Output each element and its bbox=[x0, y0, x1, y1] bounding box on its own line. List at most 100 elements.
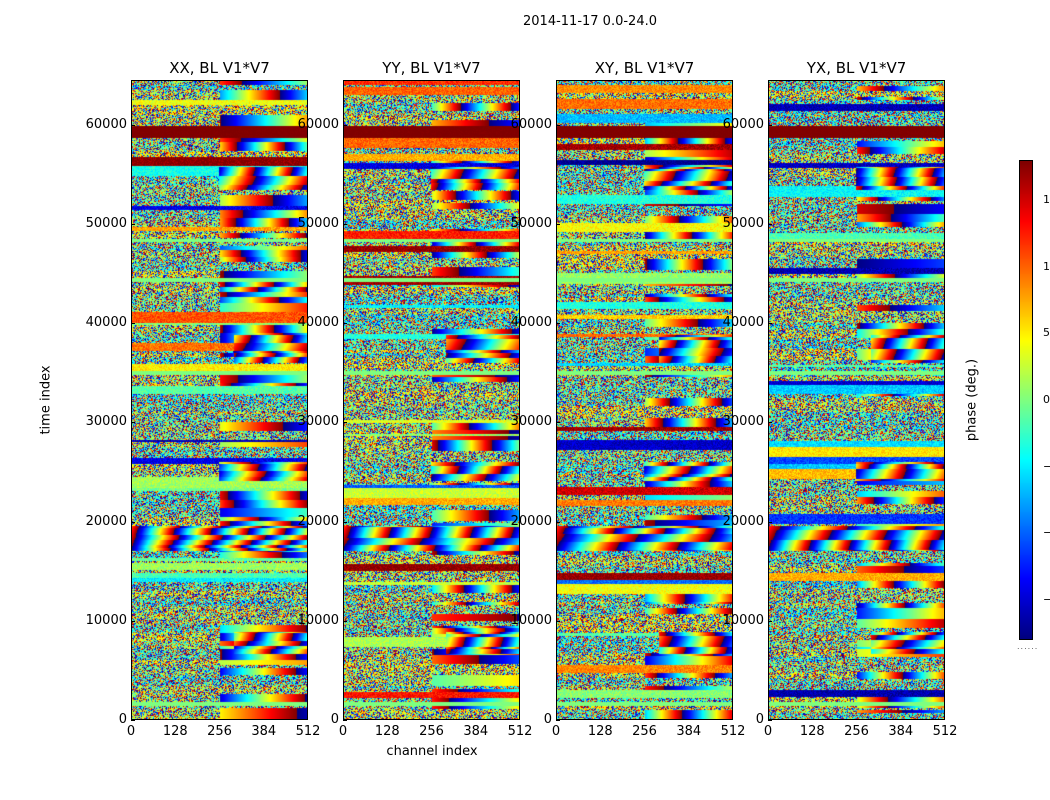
x-tick-label: 384 bbox=[251, 724, 277, 739]
colorbar-tick-label: 150 bbox=[1043, 193, 1050, 206]
colorbar-label: phase (deg.) bbox=[964, 358, 980, 442]
y-tick-mark bbox=[131, 620, 135, 622]
y-tick-label: 10000 bbox=[85, 612, 127, 628]
x-tick-label: 256 bbox=[844, 724, 869, 739]
y-tick-label: 0 bbox=[118, 712, 127, 727]
heatmap-canvas-xy bbox=[557, 81, 732, 719]
y-tick-label: 40000 bbox=[85, 315, 127, 331]
y-tick-mark bbox=[343, 422, 347, 424]
y-tick-mark bbox=[768, 124, 772, 126]
y-tick-label: 30000 bbox=[510, 414, 552, 430]
colorbar-tick-label: 50 bbox=[1043, 326, 1050, 340]
y-tick-label: 60000 bbox=[85, 116, 127, 132]
y-tick-mark bbox=[556, 620, 560, 622]
y-tick-label: 20000 bbox=[722, 513, 764, 529]
y-tick-mark bbox=[768, 620, 772, 622]
colorbar-tick-label: −150 bbox=[1043, 593, 1050, 606]
y-tick-mark bbox=[556, 720, 560, 721]
y-tick-label: 0 bbox=[755, 712, 764, 727]
figure-title: 2014-11-17 0.0-24.0 bbox=[523, 14, 657, 29]
y-tick-label: 50000 bbox=[297, 215, 339, 231]
x-tick-label: 384 bbox=[888, 724, 914, 739]
x-tick-label: 128 bbox=[162, 724, 188, 739]
colorbar-tick-label: −100 bbox=[1043, 526, 1050, 540]
x-tick-label: 512 bbox=[932, 724, 958, 739]
y-tick-label: 30000 bbox=[722, 414, 764, 430]
x-tick-label: 512 bbox=[720, 724, 746, 739]
y-tick-mark bbox=[343, 620, 347, 622]
y-tick-label: 10000 bbox=[510, 612, 552, 628]
y-axis-label: time index bbox=[38, 365, 54, 435]
colorbar bbox=[1019, 160, 1033, 640]
y-tick-mark bbox=[768, 521, 772, 523]
x-axis-label: channel index bbox=[386, 744, 478, 759]
y-tick-label: 20000 bbox=[297, 513, 339, 529]
x-tick-label: 0 bbox=[338, 724, 348, 739]
x-tick-label: 256 bbox=[419, 724, 444, 739]
y-tick-mark bbox=[131, 521, 135, 523]
y-tick-mark bbox=[768, 323, 772, 325]
heatmap-panel-xy bbox=[556, 80, 733, 720]
panel-title-xx: XX, BL V1*V7 bbox=[169, 59, 270, 77]
colorbar-canvas bbox=[1020, 161, 1032, 639]
y-tick-mark bbox=[556, 521, 560, 523]
y-tick-mark bbox=[131, 223, 135, 225]
x-tick-label: 256 bbox=[632, 724, 657, 739]
x-tick-label: 256 bbox=[207, 724, 232, 739]
x-tick-label: 512 bbox=[295, 724, 321, 739]
colorbar-tick-label: 0 bbox=[1043, 393, 1050, 406]
heatmap-panel-xx bbox=[131, 80, 308, 720]
x-tick-label: 0 bbox=[551, 724, 561, 739]
x-tick-label: 384 bbox=[676, 724, 702, 739]
x-tick-label: 128 bbox=[587, 724, 613, 739]
y-tick-mark bbox=[556, 124, 560, 126]
y-tick-mark bbox=[768, 223, 772, 225]
y-tick-label: 0 bbox=[330, 712, 339, 727]
y-tick-mark bbox=[343, 223, 347, 225]
heatmap-canvas-yy bbox=[344, 81, 519, 719]
y-tick-mark bbox=[343, 124, 347, 126]
x-tick-label: 512 bbox=[507, 724, 533, 739]
y-tick-mark bbox=[131, 422, 135, 424]
y-tick-mark bbox=[131, 124, 135, 126]
panel-title-xy: XY, BL V1*V7 bbox=[594, 59, 695, 77]
heatmap-panel-yy bbox=[343, 80, 520, 720]
y-tick-mark bbox=[768, 720, 772, 721]
heatmap-panel-yx bbox=[768, 80, 945, 720]
panel-title-yy: YY, BL V1*V7 bbox=[382, 59, 481, 77]
y-tick-label: 30000 bbox=[85, 414, 127, 430]
colorbar-tick-label: 100 bbox=[1043, 259, 1050, 273]
y-tick-label: 40000 bbox=[722, 315, 764, 331]
y-tick-label: 30000 bbox=[297, 414, 339, 430]
y-tick-label: 60000 bbox=[510, 116, 552, 132]
colorbar-tick-label: −50 bbox=[1043, 459, 1050, 473]
y-tick-mark bbox=[343, 521, 347, 523]
y-tick-mark bbox=[131, 323, 135, 325]
y-tick-label: 40000 bbox=[297, 315, 339, 331]
y-tick-label: 50000 bbox=[510, 215, 552, 231]
y-tick-mark bbox=[343, 323, 347, 325]
x-tick-label: 128 bbox=[799, 724, 825, 739]
y-tick-mark bbox=[556, 422, 560, 424]
y-tick-label: 50000 bbox=[722, 215, 764, 231]
colorbar-offset-text: ...... bbox=[1017, 642, 1039, 651]
y-tick-label: 10000 bbox=[297, 612, 339, 628]
x-tick-label: 0 bbox=[763, 724, 773, 739]
y-tick-mark bbox=[768, 422, 772, 424]
y-tick-label: 50000 bbox=[85, 215, 127, 231]
y-tick-label: 40000 bbox=[510, 315, 552, 331]
y-tick-label: 10000 bbox=[722, 612, 764, 628]
y-tick-label: 60000 bbox=[297, 116, 339, 132]
x-tick-label: 384 bbox=[463, 724, 489, 739]
y-tick-mark bbox=[343, 720, 347, 721]
y-tick-mark bbox=[556, 223, 560, 225]
y-tick-label: 20000 bbox=[510, 513, 552, 529]
y-tick-label: 20000 bbox=[85, 513, 127, 529]
y-tick-label: 60000 bbox=[722, 116, 764, 132]
y-tick-mark bbox=[556, 323, 560, 325]
panel-title-yx: YX, BL V1*V7 bbox=[806, 59, 907, 77]
heatmap-canvas-xx bbox=[132, 81, 307, 719]
x-tick-label: 128 bbox=[374, 724, 400, 739]
y-tick-label: 0 bbox=[543, 712, 552, 727]
